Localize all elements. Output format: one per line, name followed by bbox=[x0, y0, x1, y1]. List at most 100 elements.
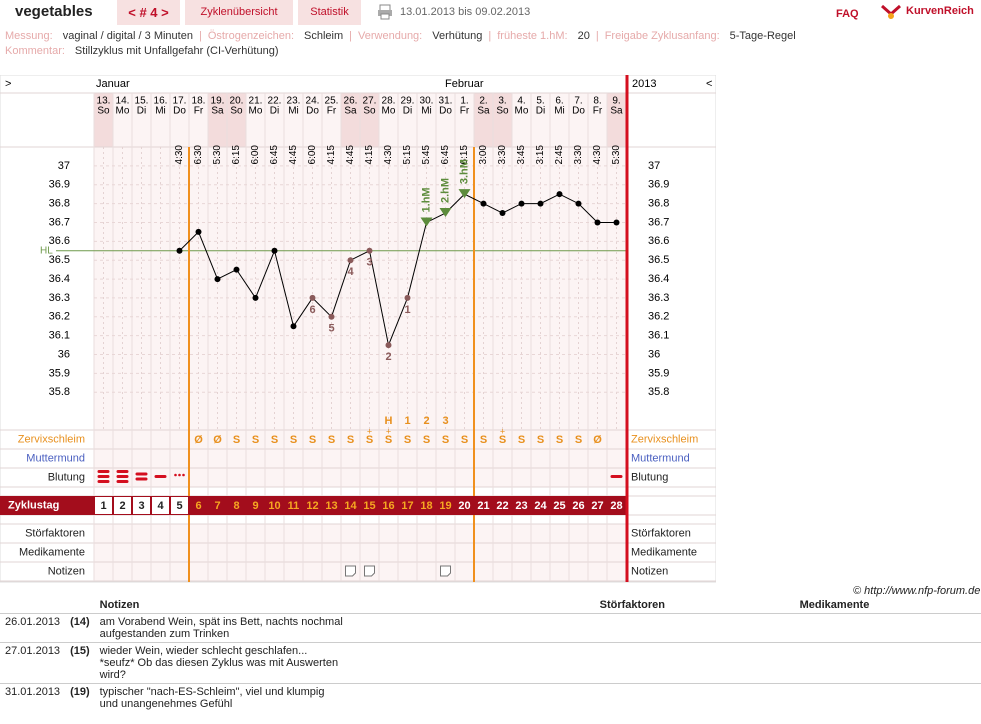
cycle-day: 25 bbox=[553, 500, 565, 512]
info-label: früheste 1.hM: bbox=[497, 30, 568, 42]
time-label: 3:30 bbox=[497, 145, 508, 165]
note-day: (14) bbox=[65, 613, 95, 643]
weekday-label: Di bbox=[536, 106, 545, 117]
tab[interactable]: Zyklenübersicht bbox=[185, 0, 293, 25]
y-tick-label: 35.8 bbox=[648, 386, 669, 398]
time-label: 3:00 bbox=[478, 145, 489, 165]
date-label: 2. bbox=[479, 96, 487, 107]
weekday-label: Do bbox=[306, 106, 319, 117]
note-medication bbox=[794, 642, 981, 684]
faq-link[interactable]: FAQ bbox=[836, 8, 859, 20]
date-label: 6. bbox=[555, 96, 563, 107]
cycle-day: 16 bbox=[382, 500, 394, 512]
weekend-shade bbox=[360, 93, 379, 147]
time-label: 6:30 bbox=[193, 145, 204, 165]
row-label: Zervixschleim bbox=[18, 433, 85, 445]
time-label: 4:30 bbox=[174, 145, 185, 165]
cervix-mod: + bbox=[386, 426, 391, 436]
nav-prev[interactable]: > bbox=[5, 78, 11, 90]
temperature-point bbox=[366, 247, 373, 254]
cervix-sign: S bbox=[423, 434, 430, 446]
cervix-sign: S bbox=[518, 434, 525, 446]
notes-row: 31.01.2013 (19) typischer "nach-ES-Schleim… bbox=[0, 683, 981, 712]
y-tick-label: 36.1 bbox=[648, 330, 669, 342]
cervix-sign: S bbox=[461, 434, 468, 446]
bleeding-icon bbox=[135, 477, 148, 481]
cervix-sign: S bbox=[480, 434, 487, 446]
y-tick-label: 36 bbox=[648, 348, 660, 360]
weekday-label: Do bbox=[572, 106, 585, 117]
info-value: vaginal / digital / 3 Minuten bbox=[62, 30, 193, 42]
cervix-mod: + bbox=[367, 426, 372, 436]
cycle-day-cell bbox=[171, 497, 188, 514]
note-date: 26.01.2013 bbox=[0, 613, 66, 643]
note-text: wieder Wein, wieder schlecht geschlafen.… bbox=[94, 642, 595, 684]
cervix-sign: Ø bbox=[593, 434, 602, 446]
cycle-day-cell bbox=[95, 497, 112, 514]
temperature-point bbox=[290, 323, 297, 330]
info-line: Messung: vaginal / digital / 3 Minuten | Ös… bbox=[5, 30, 796, 42]
row-label: Medikamente bbox=[19, 546, 85, 558]
separator: | bbox=[488, 30, 492, 42]
note-text: typischer "nach-ES-Schleim", viel und kl… bbox=[94, 683, 595, 712]
date-label: 27. bbox=[363, 96, 377, 107]
y-tick-label: 36.8 bbox=[648, 198, 669, 210]
temperature-line bbox=[179, 193, 617, 347]
time-label: 5:30 bbox=[611, 145, 622, 165]
hm-point bbox=[420, 217, 433, 227]
brand-name[interactable]: KurvenReich bbox=[906, 5, 974, 17]
cycle-day: 17 bbox=[401, 500, 413, 512]
date-label: 19. bbox=[211, 96, 225, 107]
weekday-label: So bbox=[97, 106, 110, 117]
cervix-sign: S bbox=[252, 434, 259, 446]
row-label: Muttermund bbox=[26, 452, 85, 464]
date-label: 25. bbox=[325, 96, 339, 107]
note-day: (19) bbox=[65, 683, 95, 712]
peak-label: 2 bbox=[423, 415, 429, 427]
row-label: Blutung bbox=[631, 471, 668, 483]
print-icon[interactable] bbox=[377, 4, 393, 20]
hm-point bbox=[439, 208, 452, 218]
separator: | bbox=[198, 30, 202, 42]
date-label: 28. bbox=[382, 96, 396, 107]
cervix-sign: S bbox=[290, 434, 297, 446]
date-label: 30. bbox=[420, 96, 434, 107]
cycle-day: 14 bbox=[344, 500, 357, 512]
time-label: 4:45 bbox=[288, 145, 299, 165]
temperature-point bbox=[613, 219, 620, 226]
weekday-label: Fr bbox=[327, 106, 337, 117]
weekend-shade bbox=[341, 93, 360, 147]
date-label: 9. bbox=[612, 96, 620, 107]
bleeding-icon bbox=[97, 470, 110, 473]
y-tick-label: 36.3 bbox=[648, 292, 669, 304]
note-date: 31.01.2013 bbox=[0, 683, 66, 712]
bleeding-icon bbox=[97, 480, 110, 483]
cycle-day: 5 bbox=[176, 500, 182, 512]
weekday-label: Sa bbox=[477, 106, 490, 117]
cycle-day: 9 bbox=[252, 500, 258, 512]
cycle-day: 19 bbox=[439, 500, 451, 512]
time-label: 2:45 bbox=[554, 145, 565, 165]
cervix-sign: S bbox=[556, 434, 563, 446]
time-label: 4:30 bbox=[383, 145, 394, 165]
cervix-sign: Ø bbox=[194, 434, 203, 446]
date-label: 1. bbox=[460, 96, 468, 107]
cycle-day-cell bbox=[114, 497, 131, 514]
weekday-label: Di bbox=[270, 106, 279, 117]
info-label: Östrogenzeichen: bbox=[207, 30, 295, 42]
peak-label: 3 bbox=[442, 415, 448, 427]
low-label: 1 bbox=[404, 304, 410, 316]
weekday-label: Do bbox=[439, 106, 452, 117]
y-tick-label: 36.4 bbox=[648, 273, 669, 285]
weekday-label: Do bbox=[173, 106, 186, 117]
date-label: 3. bbox=[498, 96, 506, 107]
nav-next[interactable]: < bbox=[706, 78, 712, 90]
time-label: 6:45 bbox=[440, 145, 451, 165]
bleeding-icon bbox=[116, 480, 129, 483]
weekend-shade bbox=[227, 93, 246, 147]
cycle-nav[interactable]: < # 4 > bbox=[117, 0, 180, 25]
hm-label: 3.hM bbox=[458, 159, 470, 184]
tab[interactable]: Statistik bbox=[298, 0, 361, 25]
weekend-shade bbox=[474, 93, 493, 147]
